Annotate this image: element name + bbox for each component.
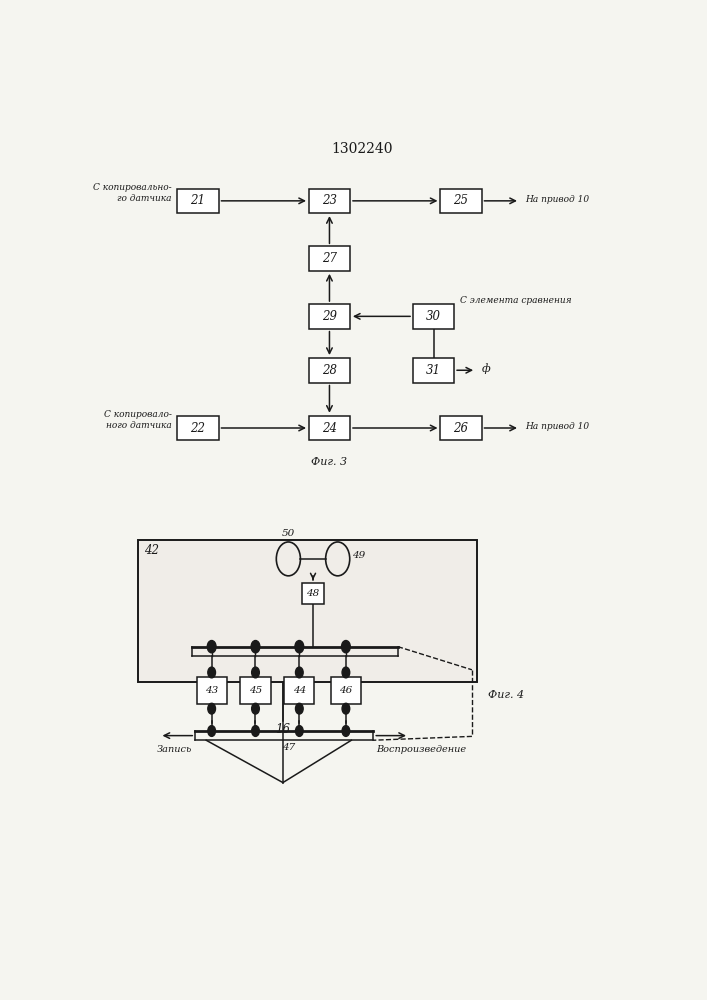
Circle shape [296, 703, 303, 714]
Circle shape [295, 641, 304, 653]
FancyBboxPatch shape [284, 677, 315, 704]
Circle shape [252, 703, 259, 714]
Text: Воспроизведение: Воспроизведение [376, 745, 466, 754]
FancyBboxPatch shape [309, 189, 350, 213]
Circle shape [252, 726, 259, 736]
Circle shape [252, 667, 259, 678]
FancyBboxPatch shape [309, 246, 350, 271]
Text: 27: 27 [322, 252, 337, 265]
FancyBboxPatch shape [240, 677, 271, 704]
Text: Фиг. 4: Фиг. 4 [489, 690, 525, 700]
Circle shape [342, 667, 350, 678]
FancyBboxPatch shape [138, 540, 477, 682]
Text: 50: 50 [282, 529, 295, 538]
Text: 44: 44 [293, 686, 306, 695]
FancyBboxPatch shape [413, 358, 454, 383]
FancyBboxPatch shape [177, 416, 218, 440]
Text: На привод 10: На привод 10 [525, 422, 590, 431]
Text: 16: 16 [276, 723, 291, 736]
Circle shape [342, 726, 350, 736]
Circle shape [296, 667, 303, 678]
Text: 31: 31 [426, 364, 441, 377]
Text: 45: 45 [249, 686, 262, 695]
Text: Фиг. 3: Фиг. 3 [311, 457, 348, 467]
Circle shape [208, 703, 216, 714]
Text: 24: 24 [322, 422, 337, 434]
Text: С элемента сравнения: С элемента сравнения [460, 296, 571, 305]
FancyBboxPatch shape [413, 304, 454, 329]
Text: 30: 30 [426, 310, 441, 323]
Text: С копировало-
ного датчика: С копировало- ного датчика [104, 410, 172, 430]
Text: 22: 22 [190, 422, 206, 434]
Text: На привод 10: На привод 10 [525, 195, 590, 204]
Text: 42: 42 [144, 544, 159, 557]
Text: С копировально-
го датчика: С копировально- го датчика [93, 183, 172, 203]
Text: 26: 26 [453, 422, 469, 434]
Circle shape [208, 667, 216, 678]
Text: 23: 23 [322, 194, 337, 207]
Text: Запись: Запись [157, 745, 192, 754]
FancyBboxPatch shape [309, 416, 350, 440]
Circle shape [251, 641, 260, 653]
FancyBboxPatch shape [331, 677, 361, 704]
Text: 49: 49 [353, 551, 366, 560]
FancyBboxPatch shape [302, 583, 324, 604]
Text: 43: 43 [205, 686, 218, 695]
Circle shape [207, 641, 216, 653]
Text: 48: 48 [306, 589, 320, 598]
Text: 25: 25 [453, 194, 469, 207]
Text: 21: 21 [190, 194, 206, 207]
Circle shape [208, 726, 216, 736]
Circle shape [341, 641, 350, 653]
FancyBboxPatch shape [440, 189, 481, 213]
FancyBboxPatch shape [440, 416, 481, 440]
FancyBboxPatch shape [177, 189, 218, 213]
Text: 46: 46 [339, 686, 353, 695]
FancyBboxPatch shape [309, 304, 350, 329]
Text: ф: ф [481, 363, 490, 374]
Circle shape [342, 703, 350, 714]
FancyBboxPatch shape [197, 677, 227, 704]
Text: 28: 28 [322, 364, 337, 377]
Text: 1302240: 1302240 [332, 142, 393, 156]
Text: 47: 47 [282, 743, 295, 752]
Circle shape [296, 726, 303, 736]
FancyBboxPatch shape [309, 358, 350, 383]
Text: 29: 29 [322, 310, 337, 323]
